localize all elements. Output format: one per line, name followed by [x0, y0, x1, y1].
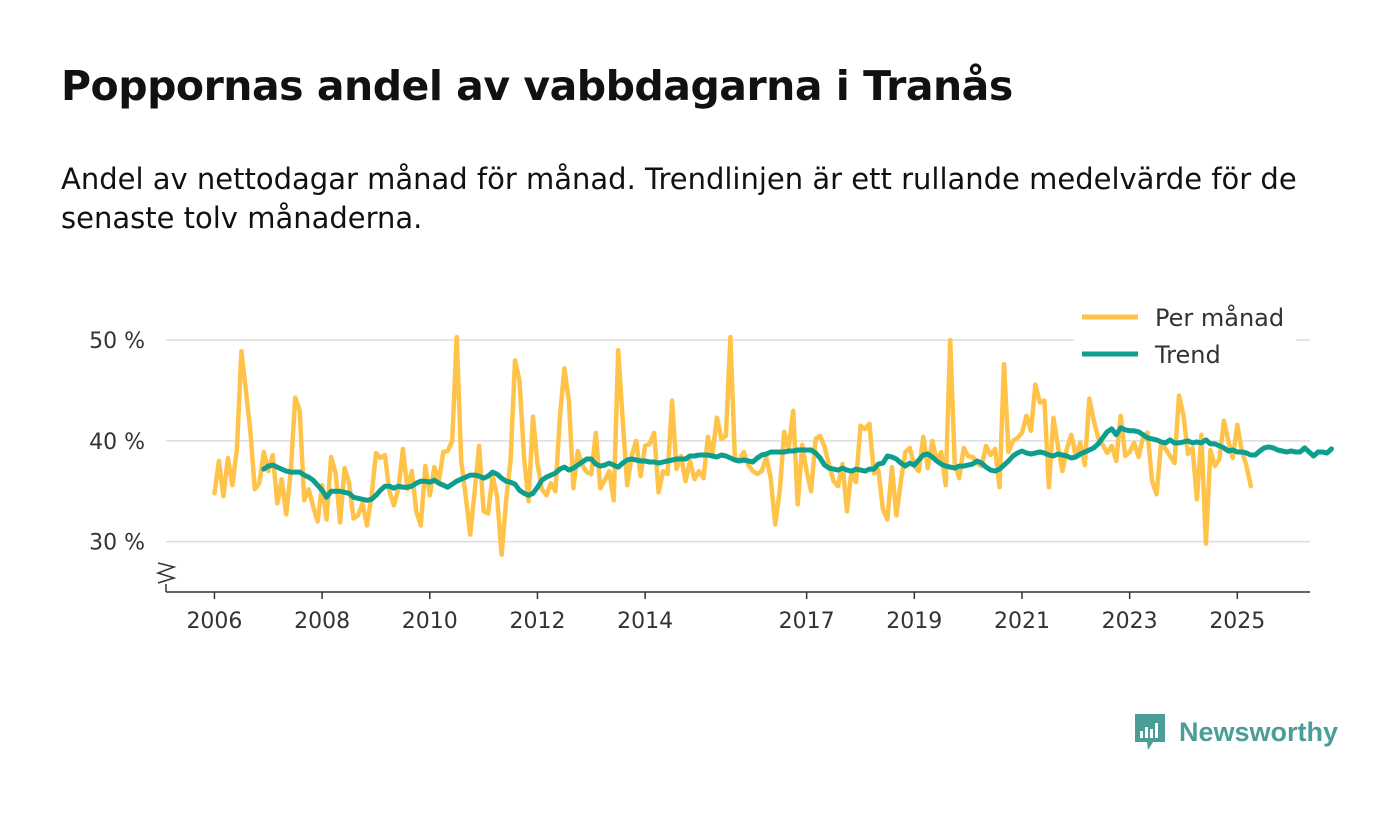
y-axis-tick-labels: 30 % 40 % 50 %: [89, 329, 145, 555]
chart-title: Poppornas andel av vabbdagarna i Tranås: [61, 62, 1013, 110]
chart-subtitle: Andel av nettodagar månad för månad. Tre…: [61, 162, 1297, 235]
x-tick-label: 2025: [1209, 609, 1265, 634]
legend-label-per-manad: Per månad: [1155, 303, 1284, 332]
legend: Per månad Trend: [1074, 296, 1296, 378]
brand-logo: Newsworthy: [1133, 712, 1338, 752]
x-tick-label: 2012: [509, 609, 565, 634]
series-line-trend: [261, 425, 1334, 503]
x-tick-label: 2006: [186, 609, 242, 634]
x-tick-label: 2010: [402, 609, 458, 634]
newsworthy-logo-icon: [1135, 714, 1165, 750]
x-tick-label: 2021: [994, 609, 1050, 634]
x-axis: 2006 2008 2010 2012 2014 2017 2019 2021 2023 2025: [155, 562, 1310, 634]
x-tick-label: 2014: [617, 609, 673, 634]
y-tick-label: 30 %: [89, 531, 145, 556]
axis-break-icon: [155, 562, 177, 584]
series-per-manad: [212, 334, 1254, 557]
series-trend: [261, 425, 1334, 503]
x-tick-label: 2008: [294, 609, 350, 634]
legend-background: [1074, 296, 1296, 378]
brand-name: Newsworthy: [1179, 716, 1339, 747]
x-tick-label: 2023: [1102, 609, 1158, 634]
x-tick-label: 2019: [886, 609, 942, 634]
series-line-per-manad: [212, 334, 1254, 557]
y-tick-label: 50 %: [89, 329, 145, 354]
y-tick-label: 40 %: [89, 430, 145, 455]
legend-label-trend: Trend: [1154, 341, 1221, 369]
x-tick-label: 2017: [779, 609, 835, 634]
